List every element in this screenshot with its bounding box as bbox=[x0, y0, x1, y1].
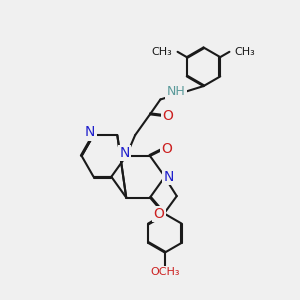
Text: O: O bbox=[162, 109, 173, 123]
Text: CH₃: CH₃ bbox=[152, 47, 172, 57]
Text: NH: NH bbox=[167, 85, 185, 98]
Text: N: N bbox=[85, 125, 95, 139]
Text: N: N bbox=[119, 146, 130, 160]
Text: CH₃: CH₃ bbox=[235, 47, 256, 57]
Text: O: O bbox=[161, 142, 172, 155]
Text: OCH₃: OCH₃ bbox=[150, 267, 180, 277]
Text: N: N bbox=[163, 170, 174, 184]
Text: O: O bbox=[154, 207, 164, 221]
